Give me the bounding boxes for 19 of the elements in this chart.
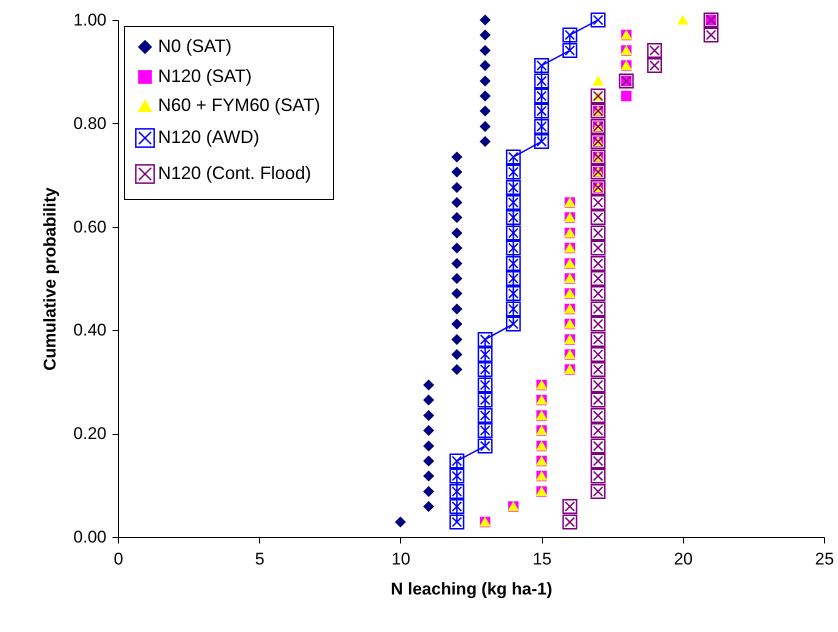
y-tick-label: 0.20: [73, 424, 106, 444]
x-tick-label: 5: [254, 550, 264, 568]
y-tick-label: 0.60: [73, 217, 106, 236]
y-tick-label: 0.80: [73, 114, 106, 133]
x-tick-label: 0: [114, 550, 124, 568]
x-tick-label: 15: [532, 550, 552, 568]
y-tick-label: 0.00: [73, 528, 106, 546]
y-axis-title: Cumulative probability: [40, 186, 60, 371]
y-tick-label: 0.40: [73, 320, 106, 340]
legend-label: N120 (Cont. Flood): [158, 163, 312, 183]
legend-label: N120 (SAT): [158, 66, 252, 86]
legend-label: N0 (SAT): [158, 36, 232, 56]
y-tick-label: 1.00: [73, 10, 106, 30]
x-tick-label: 25: [815, 550, 834, 568]
legend-label: N120 (AWD): [158, 127, 260, 147]
x-tick-label: 20: [674, 550, 693, 568]
x-tick-label: 10: [391, 550, 410, 568]
legend-label: N60 + FYM60 (SAT): [158, 95, 320, 115]
x-axis-title: N leaching (kg ha-1): [390, 580, 552, 598]
